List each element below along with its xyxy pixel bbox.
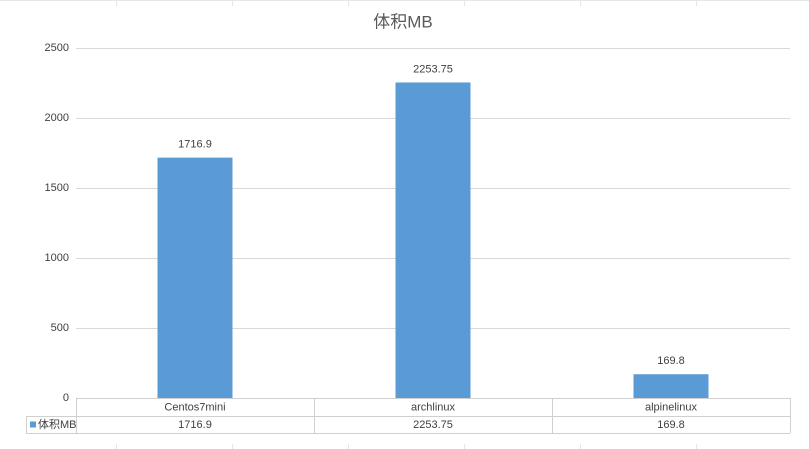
legend-label: 体积MB [38, 417, 77, 431]
chart-title: 体积MB [373, 12, 433, 31]
table-value: 2253.75 [413, 419, 453, 431]
x-tick-label: alpinelinux [645, 401, 697, 413]
bar [395, 82, 471, 398]
data-label: 169.8 [657, 355, 685, 367]
legend-swatch [30, 421, 36, 428]
bar [157, 157, 233, 398]
y-tick-label: 0 [63, 392, 69, 404]
y-tick-label: 500 [51, 322, 69, 334]
table-value: 169.8 [657, 419, 685, 431]
y-tick-label: 2500 [45, 42, 69, 54]
data-label: 2253.75 [413, 63, 453, 75]
table-value: 1716.9 [178, 419, 212, 431]
y-tick-label: 1000 [45, 252, 69, 264]
bar [633, 374, 709, 398]
x-tick-label: archlinux [411, 401, 456, 413]
y-tick-label: 1500 [45, 182, 69, 194]
data-label: 1716.9 [178, 139, 212, 151]
y-tick-label: 2000 [45, 112, 69, 124]
x-tick-label: Centos7mini [164, 401, 225, 413]
